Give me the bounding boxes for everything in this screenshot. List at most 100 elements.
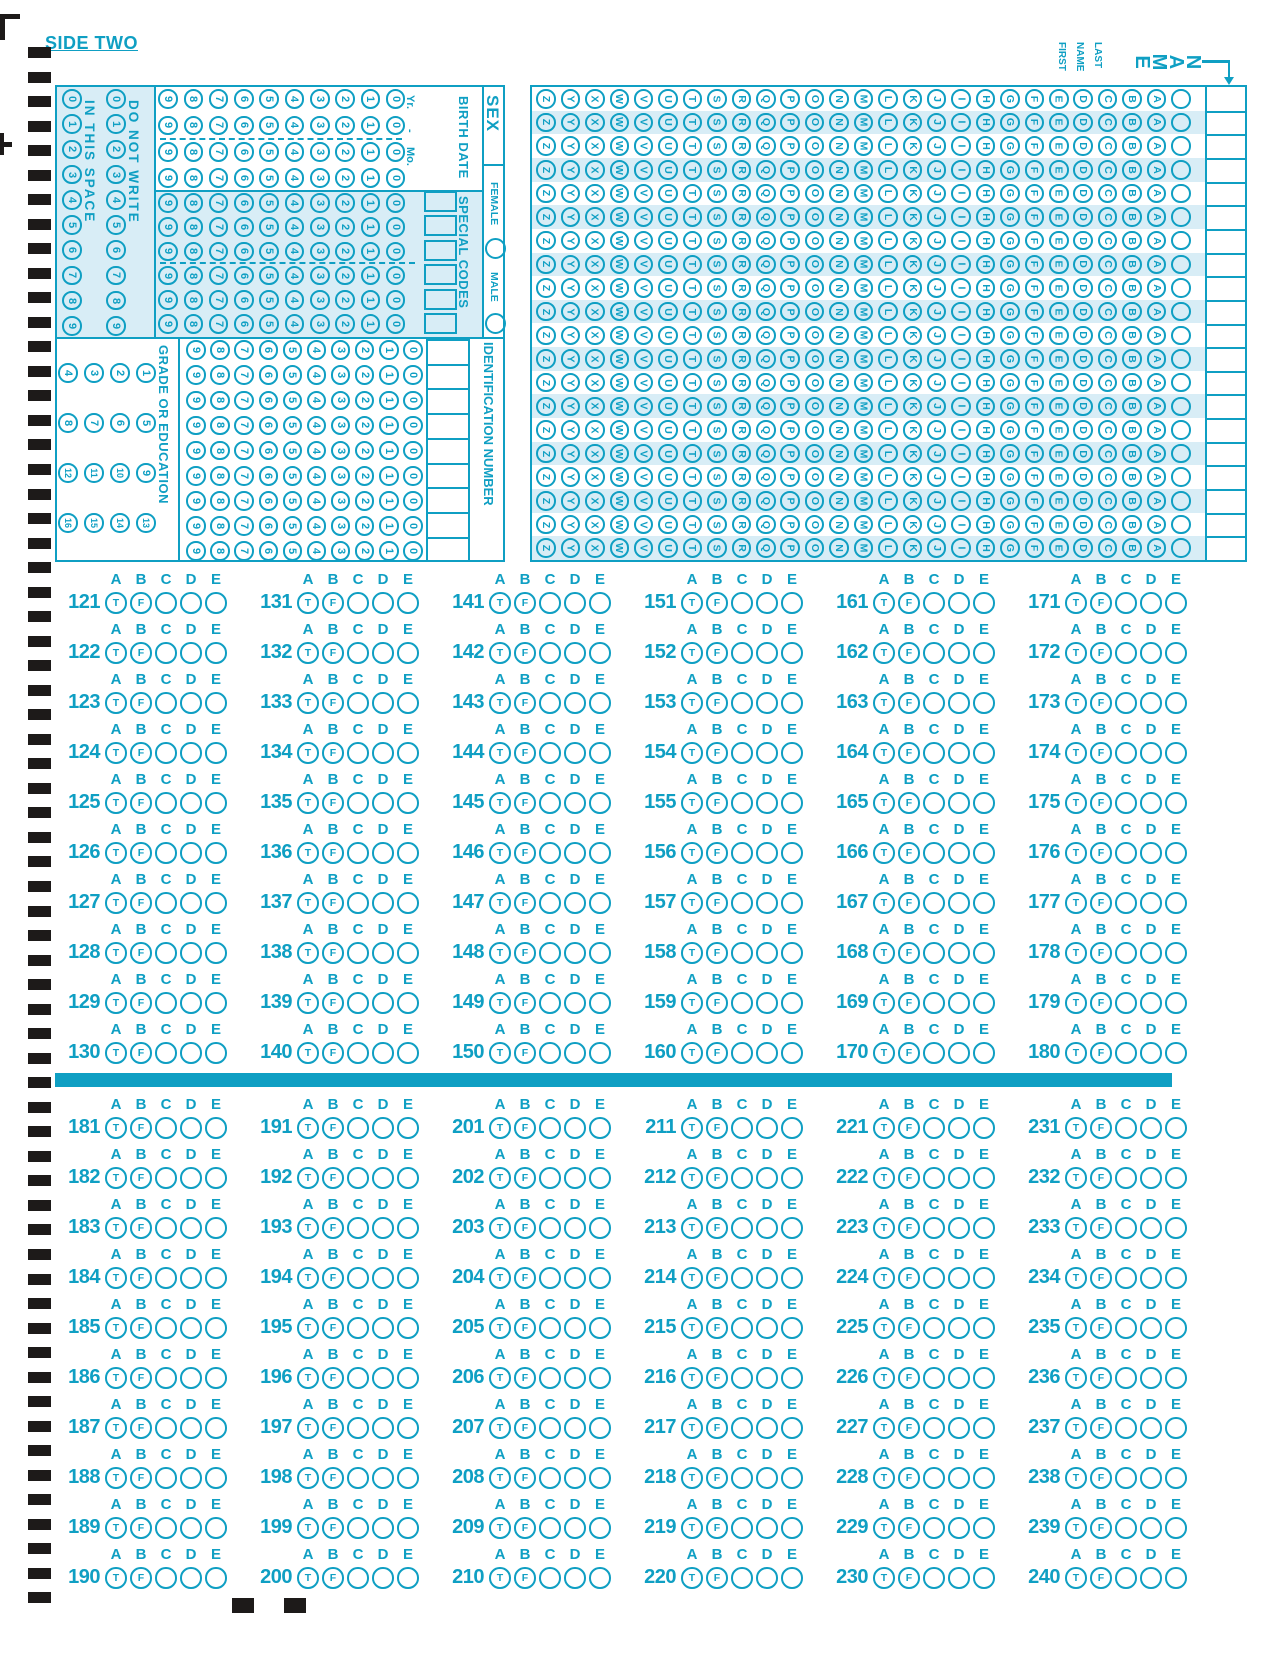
bubble-name-row6-X[interactable]: X xyxy=(585,207,605,227)
bubble-name-row3-P[interactable]: P xyxy=(780,136,800,156)
bubble-q122-B[interactable]: F xyxy=(130,642,152,664)
bubble-q134-C[interactable] xyxy=(347,742,369,764)
bubble-id-row7-0[interactable]: 0 xyxy=(403,491,423,511)
bubble-birthdate-row4-6[interactable]: 6 xyxy=(234,168,254,188)
bubble-name-row16-Z[interactable]: Z xyxy=(536,443,556,464)
bubble-name-row14-X[interactable]: X xyxy=(585,396,605,416)
bubble-q188-A[interactable]: T xyxy=(105,1467,127,1489)
bubble-special-row5-9[interactable]: 9 xyxy=(158,290,178,310)
bubble-name-row5-D[interactable]: D xyxy=(1073,183,1093,204)
bubble-id-row9-5[interactable]: 5 xyxy=(282,541,303,561)
bubble-q189-A[interactable]: T xyxy=(105,1517,127,1539)
bubble-id-row7-7[interactable]: 7 xyxy=(234,491,254,511)
bubble-q188-C[interactable] xyxy=(155,1467,177,1489)
bubble-name-row11-B[interactable]: B xyxy=(1122,325,1142,346)
bubble-name-row1-O[interactable]: O xyxy=(804,89,825,109)
bubble-name-row13-J[interactable]: J xyxy=(926,372,947,393)
bubble-q171-A[interactable]: T xyxy=(1065,592,1087,614)
bubble-q184-D[interactable] xyxy=(180,1267,202,1289)
bubble-name-row2-M[interactable]: M xyxy=(853,112,874,133)
bubble-q194-E[interactable] xyxy=(397,1267,419,1289)
bubble-name-row8-F[interactable]: F xyxy=(1024,254,1045,275)
bubble-name-row17-P[interactable]: P xyxy=(780,467,800,487)
bubble-name-row17-T[interactable]: T xyxy=(682,467,703,487)
bubble-q176-B[interactable]: F xyxy=(1090,842,1112,864)
bubble-name-row5-A[interactable]: A xyxy=(1146,183,1167,204)
bubble-name-row14-V[interactable]: V xyxy=(633,396,654,416)
bubble-name-row17-V[interactable]: V xyxy=(633,467,654,487)
bubble-name-row18-L[interactable]: L xyxy=(878,491,898,511)
bubble-name-row18-Q[interactable]: Q xyxy=(756,491,776,511)
bubble-q178-B[interactable]: F xyxy=(1090,942,1112,964)
bubble-name-row16-R[interactable]: R xyxy=(731,443,752,464)
bubble-name-row6-C[interactable]: C xyxy=(1097,207,1118,227)
bubble-q125-B[interactable]: F xyxy=(130,792,152,814)
bubble-name-row19-N[interactable]: N xyxy=(829,514,849,535)
bubble-name-row20-E[interactable]: E xyxy=(1049,538,1069,558)
bubble-name-row3-Y[interactable]: Y xyxy=(560,136,581,156)
bubble-name-row16-C[interactable]: C xyxy=(1097,443,1118,464)
bubble-name-row18-H[interactable]: H xyxy=(975,491,996,511)
bubble-name-row15-J[interactable]: J xyxy=(926,420,947,440)
bubble-name-row12-W[interactable]: W xyxy=(609,349,629,369)
bubble-name-row9-H[interactable]: H xyxy=(975,278,996,298)
bubble-name-row19-D[interactable]: D xyxy=(1073,514,1093,535)
bubble-q233-C[interactable] xyxy=(1115,1217,1137,1239)
bubble-name-row8-Y[interactable]: Y xyxy=(560,254,581,275)
bubble-name-row5-H[interactable]: H xyxy=(975,183,996,204)
bubble-name-row2-blank[interactable] xyxy=(1171,112,1191,133)
bubble-special-row6-0[interactable]: 0 xyxy=(385,314,406,334)
bubble-q122-C[interactable] xyxy=(155,642,177,664)
bubble-q125-E[interactable] xyxy=(205,792,227,814)
bubble-q205-A[interactable]: T xyxy=(489,1317,511,1339)
bubble-name-row9-G[interactable]: G xyxy=(1000,278,1020,298)
bubble-q142-B[interactable]: F xyxy=(514,642,536,664)
bubble-name-row4-L[interactable]: L xyxy=(878,160,898,180)
bubble-q227-E[interactable] xyxy=(973,1417,995,1439)
bubble-name-row16-B[interactable]: B xyxy=(1122,443,1142,464)
bubble-q181-D[interactable] xyxy=(180,1117,202,1139)
bubble-name-row16-Q[interactable]: Q xyxy=(756,443,776,464)
bubble-q128-D[interactable] xyxy=(180,942,202,964)
bubble-name-row1-A[interactable]: A xyxy=(1146,89,1167,109)
bubble-name-row4-C[interactable]: C xyxy=(1097,160,1118,180)
bubble-q236-D[interactable] xyxy=(1140,1367,1162,1389)
bubble-name-row7-Y[interactable]: Y xyxy=(560,230,581,251)
bubble-name-row10-Y[interactable]: Y xyxy=(560,301,581,322)
bubble-q154-C[interactable] xyxy=(731,742,753,764)
bubble-q160-E[interactable] xyxy=(781,1042,803,1064)
bubble-name-row1-E[interactable]: E xyxy=(1049,89,1069,109)
bubble-birthdate-row1-4[interactable]: 4 xyxy=(284,89,305,109)
bubble-q144-B[interactable]: F xyxy=(514,742,536,764)
bubble-id-row4-5[interactable]: 5 xyxy=(282,415,303,436)
bubble-name-row15-L[interactable]: L xyxy=(878,420,898,440)
bubble-name-row12-M[interactable]: M xyxy=(853,349,874,369)
bubble-name-row4-R[interactable]: R xyxy=(731,160,752,180)
bubble-q158-B[interactable]: F xyxy=(706,942,728,964)
bubble-name-row2-F[interactable]: F xyxy=(1024,112,1045,133)
bubble-name-row20-A[interactable]: A xyxy=(1146,538,1167,558)
bubble-dnw-col2-9[interactable]: 9 xyxy=(106,316,126,336)
bubble-q186-D[interactable] xyxy=(180,1367,202,1389)
bubble-q137-A[interactable]: T xyxy=(297,892,319,914)
bubble-q193-E[interactable] xyxy=(397,1217,419,1239)
bubble-q230-B[interactable]: F xyxy=(898,1567,920,1589)
bubble-q176-C[interactable] xyxy=(1115,842,1137,864)
bubble-id-row7-8[interactable]: 8 xyxy=(210,491,230,511)
bubble-name-row18-S[interactable]: S xyxy=(707,491,727,511)
bubble-name-row5-T[interactable]: T xyxy=(682,183,703,204)
bubble-special-row4-4[interactable]: 4 xyxy=(284,265,305,286)
bubble-q227-D[interactable] xyxy=(948,1417,970,1439)
bubble-q236-E[interactable] xyxy=(1165,1367,1187,1389)
bubble-q184-C[interactable] xyxy=(155,1267,177,1289)
bubble-q208-D[interactable] xyxy=(564,1467,586,1489)
bubble-name-row16-O[interactable]: O xyxy=(804,443,825,464)
bubble-name-row5-V[interactable]: V xyxy=(633,183,654,204)
bubble-q206-B[interactable]: F xyxy=(514,1367,536,1389)
bubble-id-row4-0[interactable]: 0 xyxy=(403,415,423,436)
bubble-q147-A[interactable]: T xyxy=(489,892,511,914)
bubble-name-row5-R[interactable]: R xyxy=(731,183,752,204)
bubble-name-row11-U[interactable]: U xyxy=(658,325,678,346)
bubble-q173-C[interactable] xyxy=(1115,692,1137,714)
bubble-q190-C[interactable] xyxy=(155,1567,177,1589)
